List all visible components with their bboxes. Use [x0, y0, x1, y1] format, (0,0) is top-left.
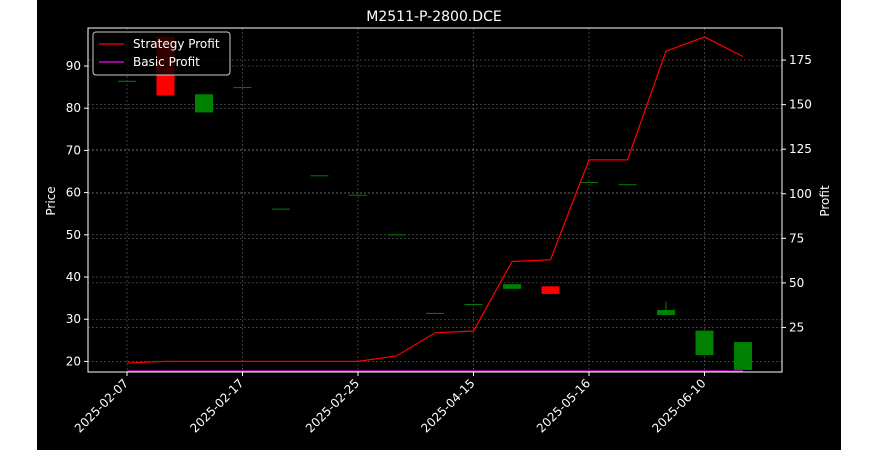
candle-body — [657, 309, 675, 316]
candle-body — [233, 87, 252, 89]
right-tick-label: 75 — [789, 231, 804, 245]
chart-figure: M2511-P-2800.DCE 20 30 40 50 60 70 80 90 25 50 75… — [37, 0, 841, 450]
x-tick-label: 2025-02-17 — [187, 376, 246, 435]
candle-body — [541, 286, 560, 294]
legend: Strategy Profit Basic Profit — [92, 31, 231, 76]
right-tick-label: 125 — [789, 142, 812, 156]
left-tick-label: 30 — [66, 312, 81, 326]
left-tick-label: 50 — [66, 228, 81, 242]
candle-body — [464, 304, 483, 306]
chart-svg: M2511-P-2800.DCE 20 30 40 50 60 70 80 90 25 50 75… — [44, 9, 832, 435]
candle-body — [618, 184, 637, 186]
left-tick-label: 20 — [66, 354, 81, 368]
chart-title: M2511-P-2800.DCE — [366, 9, 501, 25]
left-tick-label: 60 — [66, 186, 81, 200]
candle-body — [580, 182, 598, 184]
candle-body — [272, 208, 290, 210]
left-tick-label: 70 — [66, 143, 81, 157]
left-tick-label: 90 — [66, 59, 81, 73]
x-tick-label: 2025-05-16 — [534, 376, 593, 435]
candles-layer — [118, 36, 752, 370]
x-tick-label: 2025-02-07 — [72, 376, 131, 435]
candle-body — [118, 80, 136, 82]
left-axis-label: Price — [44, 186, 58, 215]
candle-body — [195, 94, 213, 113]
lines-layer — [126, 36, 744, 372]
candle-body — [349, 194, 367, 196]
x-tick-label: 2025-06-10 — [649, 376, 708, 435]
right-axis: 25 50 75 100 125 150 175 — [782, 53, 812, 334]
left-axis: 20 30 40 50 60 70 80 90 — [66, 59, 88, 368]
right-tick-label: 175 — [789, 53, 812, 67]
legend-strategy-label: Strategy Profit — [133, 37, 220, 51]
left-tick-label: 80 — [66, 101, 81, 115]
right-tick-label: 100 — [789, 187, 812, 201]
grid-layer — [88, 28, 782, 372]
right-tick-label: 150 — [789, 98, 812, 112]
candle-body — [503, 284, 521, 289]
right-tick-label: 50 — [789, 276, 804, 290]
plot-frame — [87, 27, 783, 373]
right-tick-label: 25 — [789, 320, 804, 334]
left-tick-label: 40 — [66, 270, 81, 284]
x-tick-label: 2025-02-25 — [303, 376, 362, 435]
candle-body — [387, 234, 406, 236]
candle-body — [426, 312, 444, 314]
candle-body — [695, 330, 714, 356]
legend-box — [92, 31, 231, 76]
x-tick-label: 2025-04-15 — [418, 376, 477, 435]
candle-body — [734, 342, 752, 370]
right-axis-label: Profit — [818, 185, 832, 217]
strategy-profit-line — [126, 36, 744, 364]
x-axis: 2025-02-07 2025-02-17 2025-02-25 2025-04-15… — [72, 372, 709, 435]
candle-body — [310, 175, 329, 177]
legend-basic-label: Basic Profit — [133, 55, 200, 69]
